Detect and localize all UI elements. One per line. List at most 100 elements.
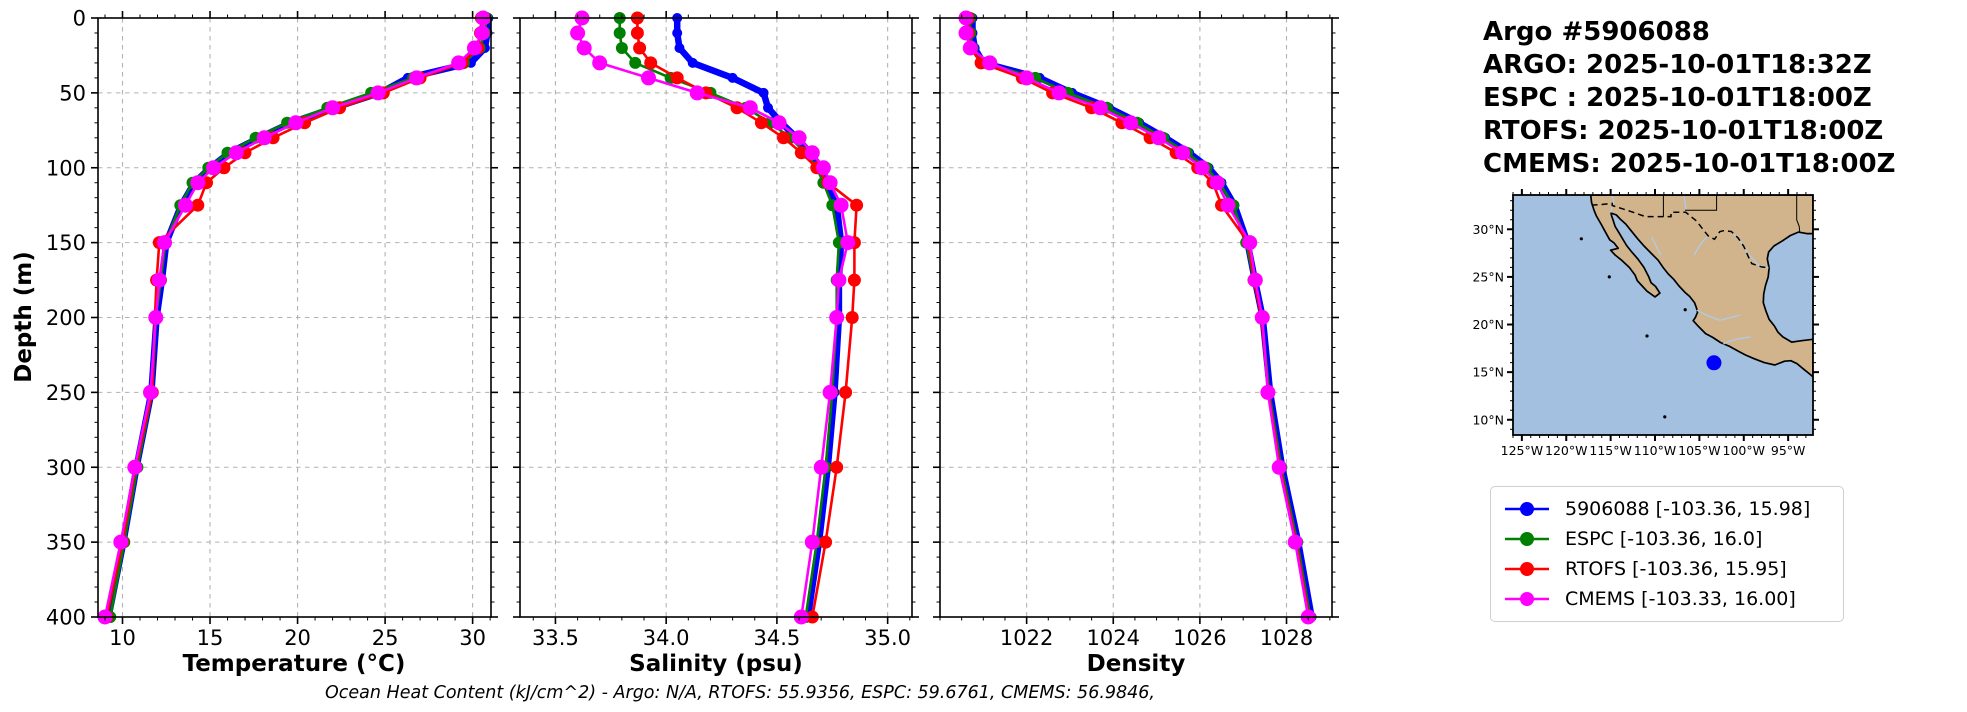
data-point [958, 25, 974, 41]
legend-item-cmems: CMEMS [-103.33, 16.00] [1503, 584, 1831, 614]
data-point [777, 131, 790, 145]
chart-density: 1022 1024 1026 1028 [933, 10, 1339, 650]
svg-text:20: 20 [284, 626, 311, 650]
data-point [1123, 115, 1139, 131]
data-point [576, 40, 592, 56]
river [1650, 236, 1662, 256]
data-point [689, 85, 705, 101]
data-point [1209, 175, 1225, 191]
temperature-axis-label: Temperature (°C) [182, 651, 406, 677]
data-point [178, 197, 193, 213]
argo-line-swatch [1505, 502, 1549, 516]
data-point [1260, 384, 1276, 400]
data-point [228, 145, 244, 161]
data-point [847, 273, 861, 287]
svg-text:15: 15 [197, 626, 224, 650]
land-coastline [1589, 195, 1813, 378]
axis-ticks [513, 11, 919, 624]
data-point [804, 145, 820, 161]
data-point [822, 384, 838, 400]
state-border [1685, 195, 1718, 211]
legend-marker [1520, 592, 1534, 606]
data-point [325, 100, 341, 116]
data-point [1151, 130, 1167, 146]
axis-ticks [933, 11, 1339, 624]
data-point [982, 55, 998, 71]
svg-text:10°N: 10°N [1472, 412, 1504, 427]
us-mexico-border [1591, 202, 1770, 269]
espc-timestamp: ESPC : 2025-10-01T18:00Z [1483, 83, 1872, 113]
svg-text:50: 50 [59, 81, 86, 105]
data-point [370, 85, 386, 101]
svg-text:100°W: 100°W [1723, 443, 1765, 458]
map-ticks [1507, 189, 1819, 441]
data-point [206, 160, 221, 176]
river [1696, 309, 1741, 321]
data-point [143, 384, 158, 400]
svg-text:20°N: 20°N [1472, 317, 1504, 332]
info-header: Argo #5906088 ARGO: 2025-10-01T18:32Z ES… [1483, 16, 1895, 181]
data-point [1287, 534, 1303, 550]
data-point [288, 115, 304, 131]
svg-text:10: 10 [109, 626, 136, 650]
data-point [742, 100, 758, 116]
chart-salinity-psu-: 33.5 34.0 34.5 35.0 [513, 10, 919, 650]
svg-text:95°W: 95°W [1771, 443, 1806, 458]
data-point [466, 40, 482, 56]
data-point [157, 235, 172, 251]
svg-text:35.0: 35.0 [864, 626, 911, 650]
legend-marker [1520, 502, 1534, 516]
data-point [839, 385, 853, 399]
data-point [1194, 160, 1210, 176]
data-point [754, 116, 768, 130]
float-position-marker [1706, 355, 1722, 371]
rtofs-line-swatch [1505, 562, 1549, 576]
svg-text:400: 400 [46, 606, 86, 630]
island [1579, 237, 1583, 241]
legend-item-argo: 5906088 [-103.36, 15.98] [1503, 494, 1831, 524]
axis-ticks [91, 11, 498, 624]
data-point [804, 534, 820, 550]
tick-labels: 1022 1024 1026 1028 [1000, 626, 1313, 650]
data-point [1254, 310, 1270, 325]
data-point [850, 198, 864, 212]
data-point [641, 70, 656, 86]
data-point [794, 146, 808, 160]
data-point [962, 40, 978, 56]
data-point [1092, 100, 1108, 116]
data-point [633, 41, 647, 55]
svg-text:15°N: 15°N [1472, 365, 1504, 380]
series-cmems [570, 10, 856, 625]
svg-text:34.5: 34.5 [754, 626, 801, 650]
data-point [1247, 272, 1263, 288]
svg-text:100: 100 [46, 156, 86, 180]
data-point [758, 87, 769, 98]
legend-label-rtofs: RTOFS [-103.36, 15.95] [1565, 558, 1787, 580]
data-point [613, 27, 626, 39]
state-border [1796, 195, 1801, 232]
location-map: 125°W 120°W 115°W 110°W 105°W 100°W 95°W 10°N 15… [1472, 189, 1819, 458]
island [1683, 308, 1687, 312]
data-point [409, 70, 425, 86]
svg-text:25°N: 25°N [1472, 269, 1504, 284]
svg-text:1022: 1022 [1000, 626, 1053, 650]
data-point [670, 71, 684, 85]
density-axis-label: Density [1086, 651, 1186, 677]
svg-text:1026: 1026 [1173, 626, 1226, 650]
legend-item-rtofs: RTOFS [-103.36, 15.95] [1503, 554, 1831, 584]
ocean-heat-content-footer: Ocean Heat Content (kJ/cm^2) - Argo: N/A… [325, 683, 1155, 703]
svg-text:300: 300 [46, 456, 86, 480]
svg-text:1024: 1024 [1087, 626, 1140, 650]
rtofs-timestamp: RTOFS: 2025-10-01T18:00Z [1483, 116, 1884, 146]
data-point [1220, 197, 1236, 213]
data-point [256, 130, 272, 146]
data-point [644, 56, 658, 70]
data-point [791, 130, 807, 146]
data-point [815, 160, 831, 176]
river [1723, 336, 1751, 345]
cmems-line-swatch [1505, 592, 1549, 606]
map-canvas [1513, 195, 1813, 435]
